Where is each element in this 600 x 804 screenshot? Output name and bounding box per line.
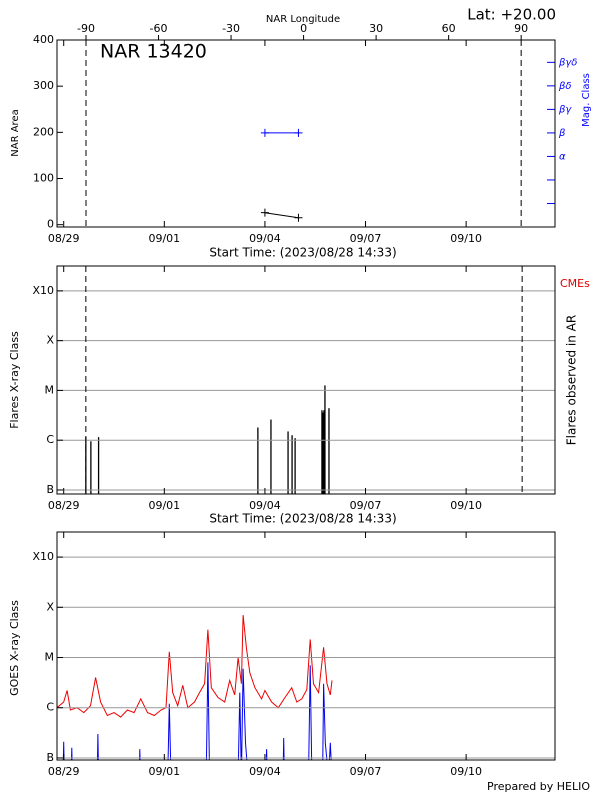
- y-tick-label: X: [46, 334, 54, 347]
- x-axis-label: Start Time: (2023/08/28 14:33): [209, 246, 396, 260]
- x-tick-label: 09/01: [148, 232, 180, 245]
- y-tick-label: 0: [47, 218, 54, 231]
- y-axis-label: Flares X-ray Class: [8, 331, 21, 429]
- x-tick-label: 09/10: [450, 499, 482, 512]
- cme-label: CMEs: [560, 277, 590, 290]
- y-tick-label: B: [46, 483, 54, 496]
- y2-axis-label: Flares observed in AR: [565, 315, 579, 445]
- series-line: [264, 212, 299, 219]
- x-tick-label: 09/04: [249, 499, 281, 512]
- x-tick-label: 08/29: [48, 232, 80, 245]
- x-tick-label: 09/10: [450, 232, 482, 245]
- y2-tick-label: β: [558, 128, 566, 139]
- x-tick-label: 08/29: [48, 499, 80, 512]
- series-line: [62, 662, 332, 760]
- footer: Prepared by HELIO: [487, 780, 590, 793]
- x-tick-label: 09/10: [450, 765, 482, 778]
- y-tick-label: B: [46, 751, 54, 764]
- plot-area: [57, 615, 333, 760]
- point-marker: [294, 213, 303, 222]
- x-tick-label: 09/07: [350, 232, 382, 245]
- x2-tick-label: -60: [150, 22, 168, 35]
- x2-tick-label: 90: [514, 22, 528, 35]
- point-marker: [260, 208, 269, 217]
- y2-axis-label: Mag. Class: [581, 73, 592, 127]
- y-tick-label: M: [45, 383, 55, 396]
- y-tick-label: 100: [33, 172, 54, 185]
- point-marker: [294, 128, 303, 137]
- plot-frame: [56, 39, 556, 228]
- plot-area: [260, 128, 303, 222]
- y-tick-label: X: [46, 600, 54, 613]
- x-axis-label: Start Time: (2023/08/28 14:33): [209, 512, 396, 526]
- y2-tick-label: α: [559, 151, 566, 162]
- y-tick-label: 200: [33, 125, 54, 138]
- y2-tick-label: βγ: [558, 104, 572, 115]
- y-tick-label: M: [45, 651, 55, 664]
- x-tick-label: 09/01: [148, 499, 180, 512]
- x2-tick-label: -90: [77, 22, 95, 35]
- y-tick-label: 400: [33, 33, 54, 46]
- y2-tick-label: βδ: [558, 81, 572, 92]
- chart-title: NAR 13420: [100, 41, 207, 63]
- y-tick-label: X10: [32, 550, 54, 563]
- series-line: [57, 615, 333, 718]
- x-tick-label: 09/01: [148, 765, 180, 778]
- y-tick-label: C: [46, 433, 54, 446]
- x2-tick-label: -30: [222, 22, 240, 35]
- x2-tick-label: 0: [300, 22, 307, 35]
- x-tick-label: 09/07: [350, 765, 382, 778]
- x-tick-label: 09/04: [249, 765, 281, 778]
- x-tick-label: 09/07: [350, 499, 382, 512]
- y-tick-label: X10: [32, 284, 54, 297]
- x2-tick-label: 30: [369, 22, 383, 35]
- x2-axis-label: NAR Longitude: [266, 14, 340, 25]
- y2-tick-label: βγδ: [558, 57, 577, 68]
- x2-tick-label: 60: [442, 22, 456, 35]
- point-marker: [260, 128, 269, 137]
- plot-frame: [56, 531, 556, 761]
- latitude: Lat: +20.00: [467, 6, 556, 24]
- y-tick-label: 300: [33, 79, 54, 92]
- y-axis-label: GOES X-ray Class: [8, 600, 21, 696]
- y-axis-label: NAR Area: [10, 109, 21, 156]
- plot-frame: [56, 265, 556, 495]
- x-tick-label: 09/04: [249, 232, 281, 245]
- x-tick-label: 08/29: [48, 765, 80, 778]
- y-tick-label: C: [46, 701, 54, 714]
